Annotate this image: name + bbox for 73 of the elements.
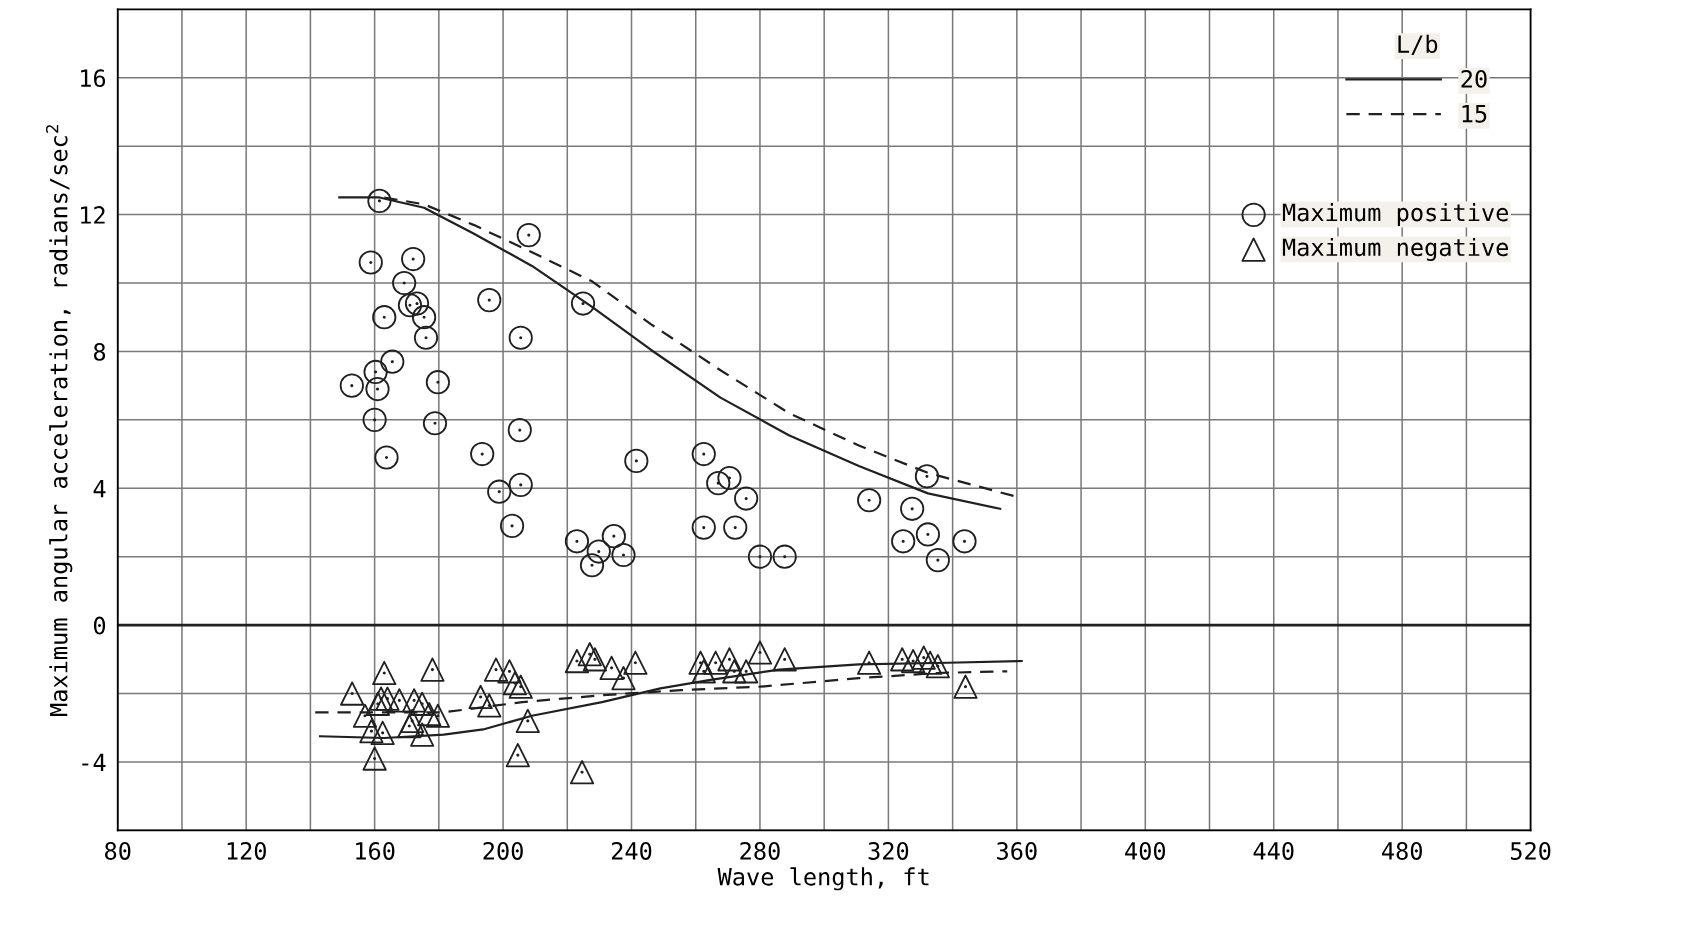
point	[502, 671, 528, 696]
x-tick-label: 440	[1253, 842, 1294, 860]
point	[734, 659, 759, 684]
point	[564, 648, 590, 674]
y-tick-label: -4	[82, 753, 106, 771]
x-tick-label: 280	[740, 842, 780, 860]
point	[425, 703, 450, 728]
point	[375, 686, 400, 711]
point	[410, 691, 435, 716]
point	[352, 703, 378, 728]
point	[890, 647, 915, 672]
point	[365, 691, 390, 716]
point	[717, 647, 742, 672]
point	[691, 659, 716, 684]
point	[397, 713, 422, 739]
point	[918, 650, 943, 675]
point	[417, 701, 442, 727]
point	[410, 722, 435, 747]
point	[569, 760, 595, 785]
point	[370, 720, 395, 745]
point	[911, 645, 936, 670]
legend-label: Maximum negative	[1282, 237, 1508, 261]
point	[772, 647, 797, 672]
point	[400, 708, 425, 734]
point	[468, 684, 493, 710]
point	[340, 681, 365, 706]
point	[515, 708, 540, 734]
x-tick-label: 480	[1382, 842, 1422, 860]
x-tick-label: 520	[1510, 842, 1551, 860]
point	[722, 659, 747, 684]
x-tick-label: 360	[997, 842, 1037, 860]
x-tick-label: 80	[105, 842, 131, 860]
x-axis-title: Wave length, ft	[717, 867, 929, 891]
x-tick-label: 400	[1125, 842, 1166, 860]
point	[477, 693, 502, 718]
point	[368, 686, 394, 711]
point	[688, 650, 713, 675]
point	[857, 650, 882, 675]
y-tick-label: 12	[81, 206, 105, 224]
legend-title: L/b	[1398, 34, 1438, 55]
point	[420, 657, 445, 682]
y-tick-label: 0	[93, 616, 106, 635]
point	[505, 743, 530, 768]
point	[623, 650, 648, 675]
point	[582, 647, 608, 672]
point	[508, 674, 533, 699]
y-tick-label: 8	[93, 342, 106, 361]
point	[901, 648, 926, 674]
point	[611, 666, 636, 691]
point	[372, 660, 397, 686]
x-tick-label: 200	[483, 842, 523, 860]
x-tick-label: 160	[356, 842, 395, 860]
legend-label: 15	[1462, 105, 1487, 123]
point	[387, 688, 412, 713]
y-tick-label: 4	[93, 480, 106, 498]
legend-label: Maximum positive	[1282, 203, 1508, 226]
point	[483, 657, 509, 682]
point	[599, 655, 624, 680]
x-tick-label: 320	[868, 842, 909, 860]
x-tick-label: 240	[611, 842, 652, 860]
point	[402, 688, 427, 713]
point	[703, 650, 728, 675]
legend-label: 20	[1461, 70, 1487, 88]
point	[925, 654, 950, 679]
x-tick-label: 120	[227, 842, 266, 860]
y-tick-label: 16	[81, 69, 106, 88]
point	[747, 640, 773, 665]
point	[359, 719, 384, 744]
point	[953, 674, 978, 699]
point	[577, 642, 602, 667]
y-axis-title: Maximum angular acceleration, radians/sec$^{2}$	[45, 125, 73, 716]
point	[362, 746, 387, 771]
point	[497, 659, 522, 684]
